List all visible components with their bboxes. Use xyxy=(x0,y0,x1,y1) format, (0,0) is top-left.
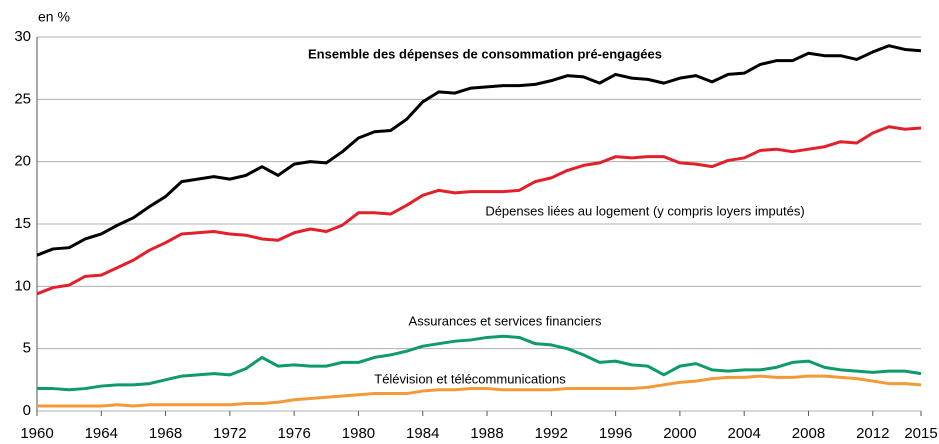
x-tick-label: 1996 xyxy=(599,425,632,442)
x-tick-label: 2008 xyxy=(792,425,825,442)
x-tick-label: 2000 xyxy=(663,425,696,442)
x-tick-label: 1976 xyxy=(277,425,310,442)
series-label: Dépenses liées au logement (y compris lo… xyxy=(485,203,804,218)
x-tick-label: 1960 xyxy=(20,425,53,442)
x-tick-label: 1988 xyxy=(470,425,503,442)
series-line xyxy=(37,374,922,408)
x-tick-label: 2004 xyxy=(728,425,761,442)
series-label: Assurances et services financiers xyxy=(409,313,602,328)
y-tick-label: 5 xyxy=(23,340,31,357)
series-line xyxy=(36,125,922,296)
series-line xyxy=(36,44,922,257)
y-tick-label: 0 xyxy=(23,402,31,419)
series-label: Ensemble des dépenses de consommation pr… xyxy=(308,46,662,61)
x-tick-label: 2015 xyxy=(904,425,937,442)
x-tick-label: 1992 xyxy=(535,425,568,442)
y-tick-label: 25 xyxy=(14,90,31,107)
x-tick-label: 1980 xyxy=(342,425,375,442)
x-tick-label: 1964 xyxy=(85,425,118,442)
y-tick-label: 10 xyxy=(14,277,31,294)
series-label: Télévision et télécommunications xyxy=(374,371,566,386)
x-tick-label: 1968 xyxy=(149,425,182,442)
x-tick-label: 1972 xyxy=(213,425,246,442)
y-tick-label: 30 xyxy=(14,28,31,45)
x-tick-label: 1984 xyxy=(406,425,439,442)
y-tick-label: 20 xyxy=(14,153,31,170)
y-axis-label: en % xyxy=(38,9,70,25)
series-line xyxy=(37,334,922,392)
x-tick-label: 2012 xyxy=(856,425,889,442)
y-tick-label: 15 xyxy=(14,215,31,232)
